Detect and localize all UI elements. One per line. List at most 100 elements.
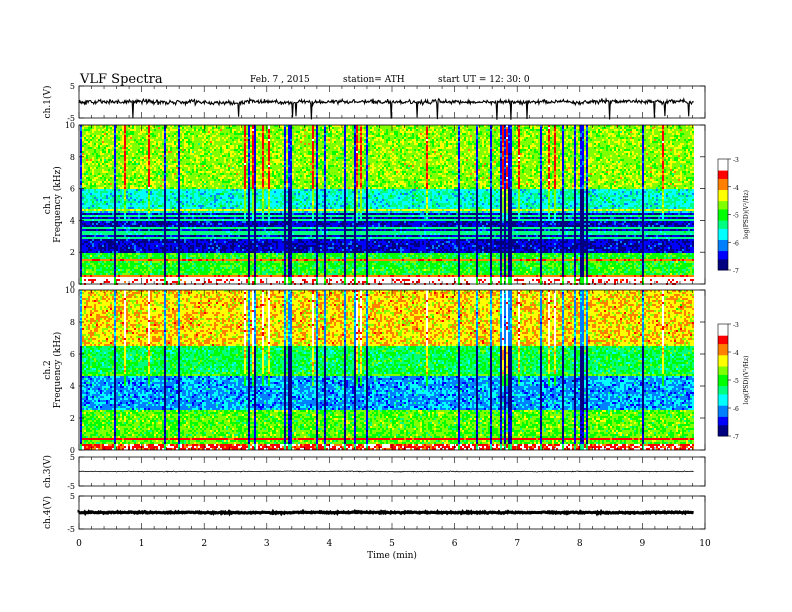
spectrogram-cell: [396, 129, 398, 131]
spectrogram-cell: [474, 129, 476, 131]
spectrogram-cell: [576, 129, 578, 131]
spectrogram-cell: [564, 127, 566, 129]
spectrogram-cell: [424, 129, 426, 131]
spectrogram-cell: [178, 129, 180, 131]
spectrogram-cell: [626, 129, 628, 131]
spectrogram-cell: [644, 127, 646, 129]
spectrogram-cell: [634, 129, 636, 131]
spectrogram-cell: [184, 131, 186, 133]
spectrogram-cell: [96, 131, 98, 133]
spectrogram-cell: [130, 129, 132, 131]
spectrogram-cell: [158, 129, 160, 131]
spectrogram-cell: [636, 129, 638, 131]
spectrogram-cell: [472, 127, 474, 129]
spectrogram-cell: [136, 129, 138, 131]
spectrogram-cell: [634, 127, 636, 129]
spectrogram-cell: [586, 129, 588, 131]
spectrogram-cell: [278, 129, 280, 131]
spectrogram-cell: [98, 127, 100, 129]
spectrogram-cell: [84, 127, 86, 129]
spectrogram-cell: [212, 131, 214, 133]
spectrogram-cell: [132, 131, 134, 133]
spectrogram-cell: [400, 129, 402, 131]
spectrogram-cell: [104, 131, 106, 133]
spectrogram-cell: [100, 131, 102, 133]
spectrogram-cell: [310, 127, 312, 129]
spectrogram-cell: [552, 127, 554, 129]
spectrogram-cell: [550, 129, 552, 131]
spectrogram-cell: [84, 129, 86, 131]
spectrogram-cell: [412, 127, 414, 129]
spectrogram-cell: [466, 129, 468, 131]
spectrogram-cell: [566, 129, 568, 131]
spectrogram-cell: [482, 127, 484, 129]
y-tick-label: 5: [70, 82, 75, 91]
spectrogram-cell: [94, 131, 96, 133]
spectrogram-cell: [226, 129, 228, 131]
spectrogram-cell: [138, 127, 140, 129]
spectrogram-cell: [404, 129, 406, 131]
spectrogram-cell: [232, 131, 234, 133]
spectrogram-cell: [232, 127, 234, 129]
spectrogram-cell: [282, 127, 284, 129]
spectrogram-cell: [294, 129, 296, 131]
signal-trace: [79, 99, 694, 120]
spectrogram-cell: [666, 129, 668, 131]
spectrogram-cell: [138, 129, 140, 131]
spectrogram-cell: [564, 129, 566, 131]
spectrogram-cell: [278, 127, 280, 129]
spectrogram-cell: [344, 127, 346, 129]
spectrogram-cell: [602, 129, 604, 131]
spectrogram-cell: [556, 129, 558, 131]
spectrogram-cell: [302, 129, 304, 131]
spectrogram-cell: [182, 129, 184, 131]
spectrogram-cell: [312, 127, 314, 129]
spectrogram-cell: [166, 129, 168, 131]
spectrogram-cell: [620, 129, 622, 131]
spectrogram-cell: [244, 131, 246, 133]
spectrogram-cell: [166, 131, 168, 133]
spectrogram-cell: [398, 127, 400, 129]
spectrogram-cell: [252, 127, 254, 129]
spectrogram-cell: [622, 129, 624, 131]
spectrogram-cell: [360, 127, 362, 129]
spectrogram-cell: [330, 127, 332, 129]
spectrogram-cell: [580, 127, 582, 129]
spectrogram-cell: [342, 129, 344, 131]
spectrogram-cell: [542, 129, 544, 131]
spectrogram-cell: [240, 131, 242, 133]
spectrogram-cell: [414, 129, 416, 131]
spectrogram-cell: [460, 129, 462, 131]
spectrogram-cell: [680, 127, 682, 129]
spectrogram-cell: [364, 127, 366, 129]
spectrogram-cell: [448, 127, 450, 129]
spectrogram-cell: [236, 131, 238, 133]
spectrogram-cell: [510, 129, 512, 131]
spectrogram-cell: [388, 127, 390, 129]
spectrogram-cell: [538, 129, 540, 131]
spectrogram-cell: [522, 129, 524, 131]
spectrogram-cell: [420, 127, 422, 129]
spectrogram-cell: [248, 127, 250, 129]
spectrogram-cell: [280, 127, 282, 129]
spectrogram-cell: [506, 129, 508, 131]
spectrogram-cell: [80, 127, 82, 129]
spectrogram-cell: [522, 127, 524, 129]
spectrogram-cell: [196, 127, 198, 129]
spectrogram-cell: [426, 129, 428, 131]
spectrogram-cell: [682, 127, 684, 129]
spectrogram-cell: [174, 131, 176, 133]
spectrogram-cell: [530, 127, 532, 129]
spectrogram-cell: [660, 129, 662, 131]
spectrogram-cell: [468, 127, 470, 129]
spectrogram-cell: [202, 129, 204, 131]
spectrogram-cell: [400, 127, 402, 129]
spectrogram-cell: [510, 127, 512, 129]
spectrogram-cell: [286, 129, 288, 131]
spectrogram-cell: [478, 129, 480, 131]
spectrogram-cell: [122, 127, 124, 129]
spectrogram-cell: [194, 129, 196, 131]
spectrogram-cell: [112, 129, 114, 131]
spectrogram-cell: [186, 131, 188, 133]
spectrogram-cell: [86, 129, 88, 131]
